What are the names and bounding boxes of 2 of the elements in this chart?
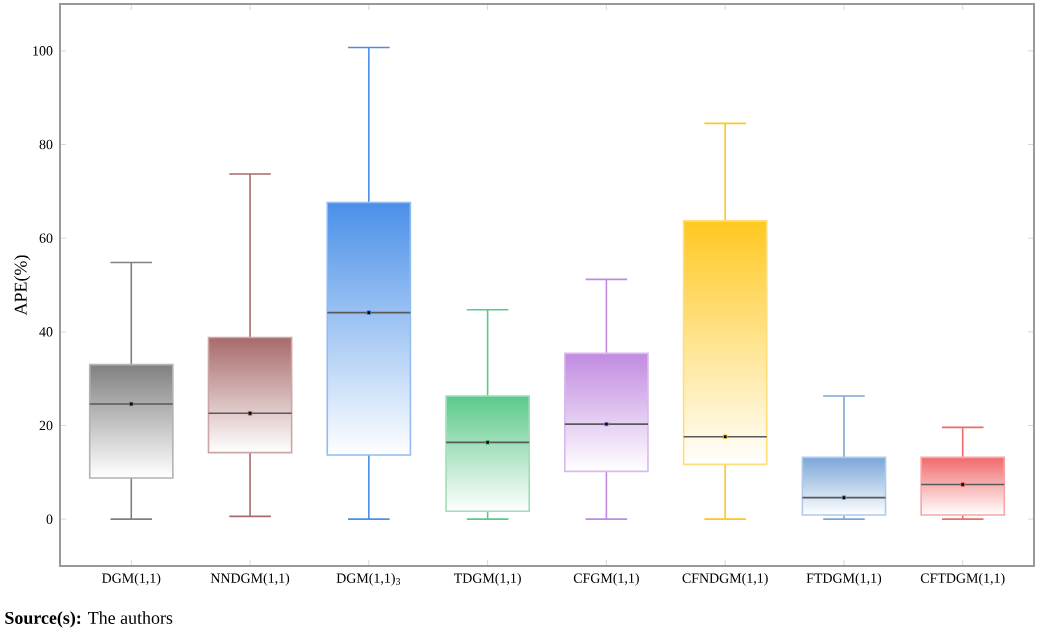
text: Source(s): The authors — [5, 611, 173, 628]
y-axis-title: APE(%) — [14, 255, 31, 316]
